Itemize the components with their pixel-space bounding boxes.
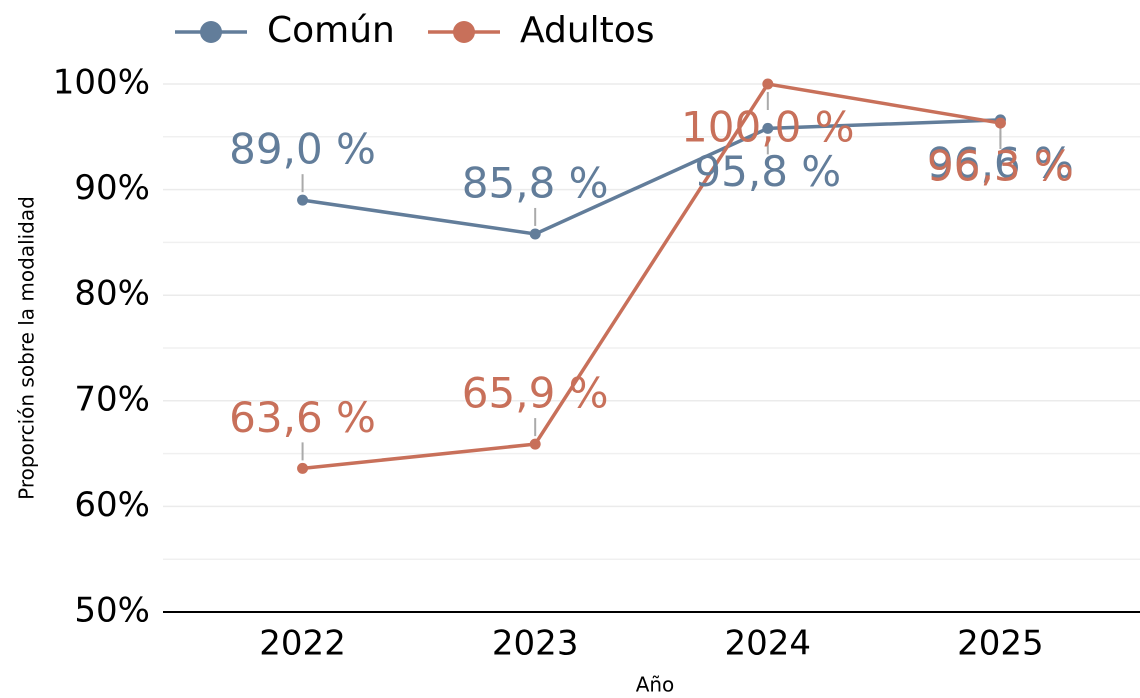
data-label: 100,0 % — [681, 103, 855, 152]
y-axis-title: Proporción sobre la modalidad — [15, 196, 39, 500]
data-label: 89,0 % — [229, 125, 376, 174]
legend-label: Adultos — [520, 10, 655, 51]
point — [297, 462, 309, 474]
y-tick-label: 50% — [74, 591, 150, 631]
point — [762, 78, 774, 90]
series-line — [302, 118, 1001, 236]
point — [994, 117, 1006, 129]
legend-marker — [453, 21, 475, 43]
x-tick-label: 2025 — [957, 624, 1044, 664]
data-label: 96,3 % — [927, 142, 1074, 191]
x-axis-title: Año — [636, 673, 675, 697]
point — [529, 228, 541, 240]
y-tick-label: 80% — [74, 274, 150, 314]
y-tick-label: 100% — [53, 63, 150, 103]
point — [529, 438, 541, 450]
legend-label: Común — [267, 10, 395, 51]
series-line — [302, 82, 1001, 471]
point — [762, 122, 774, 134]
legend-marker — [200, 21, 222, 43]
x-tick-label: 2022 — [259, 624, 346, 664]
x-tick-label: 2024 — [725, 624, 812, 664]
x-tick-label: 2023 — [492, 624, 579, 664]
data-label: 85,8 % — [462, 158, 609, 207]
y-tick-label: 70% — [74, 379, 150, 419]
y-tick-label: 60% — [74, 485, 150, 525]
data-label: 63,6 % — [229, 393, 376, 442]
data-label: 95,8 % — [694, 147, 841, 196]
point — [297, 194, 309, 206]
y-tick-label: 90% — [74, 168, 150, 208]
data-label: 65,9 % — [462, 369, 609, 418]
